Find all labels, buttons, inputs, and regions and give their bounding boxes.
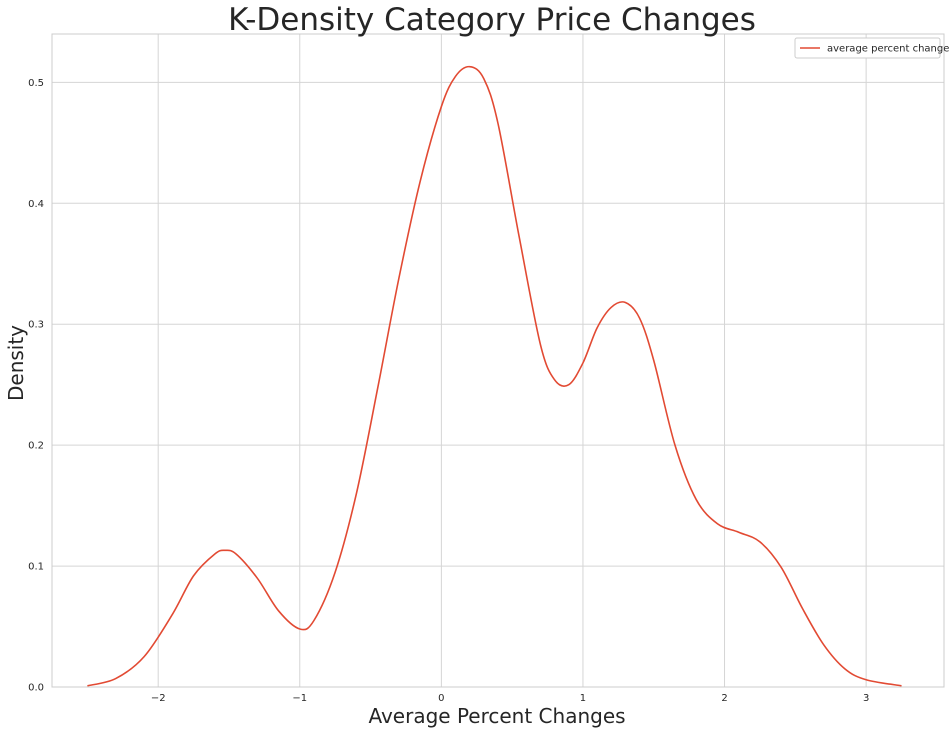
legend-label: average percent change (827, 44, 949, 55)
chart-title: K-Density Category Price Changes (228, 2, 756, 38)
x-tick-label: 2 (721, 693, 727, 704)
y-axis-title: Density (4, 325, 28, 401)
y-tick-label: 0.0 (28, 683, 44, 694)
legend: average percent change (794, 37, 949, 59)
density-curve (87, 65, 902, 687)
x-tick-label: 3 (863, 693, 869, 704)
x-axis-ticks: −2 −1 0 1 2 3 (151, 693, 869, 704)
y-tick-label: 0.5 (28, 78, 44, 89)
x-tick-label: −1 (292, 693, 307, 704)
y-axis-ticks: 0.0 0.1 0.2 0.3 0.4 0.5 (28, 78, 44, 694)
y-tick-label: 0.4 (28, 199, 44, 210)
legend-box (794, 37, 941, 59)
series-layer (87, 65, 902, 687)
y-tick-label: 0.1 (28, 562, 44, 573)
plot-frame (51, 33, 945, 688)
y-tick-label: 0.3 (28, 320, 44, 331)
x-tick-label: 0 (438, 693, 444, 704)
x-tick-label: −2 (151, 693, 166, 704)
y-tick-label: 0.2 (28, 441, 44, 452)
x-tick-label: 1 (580, 693, 586, 704)
x-axis-title: Average Percent Changes (368, 704, 625, 728)
